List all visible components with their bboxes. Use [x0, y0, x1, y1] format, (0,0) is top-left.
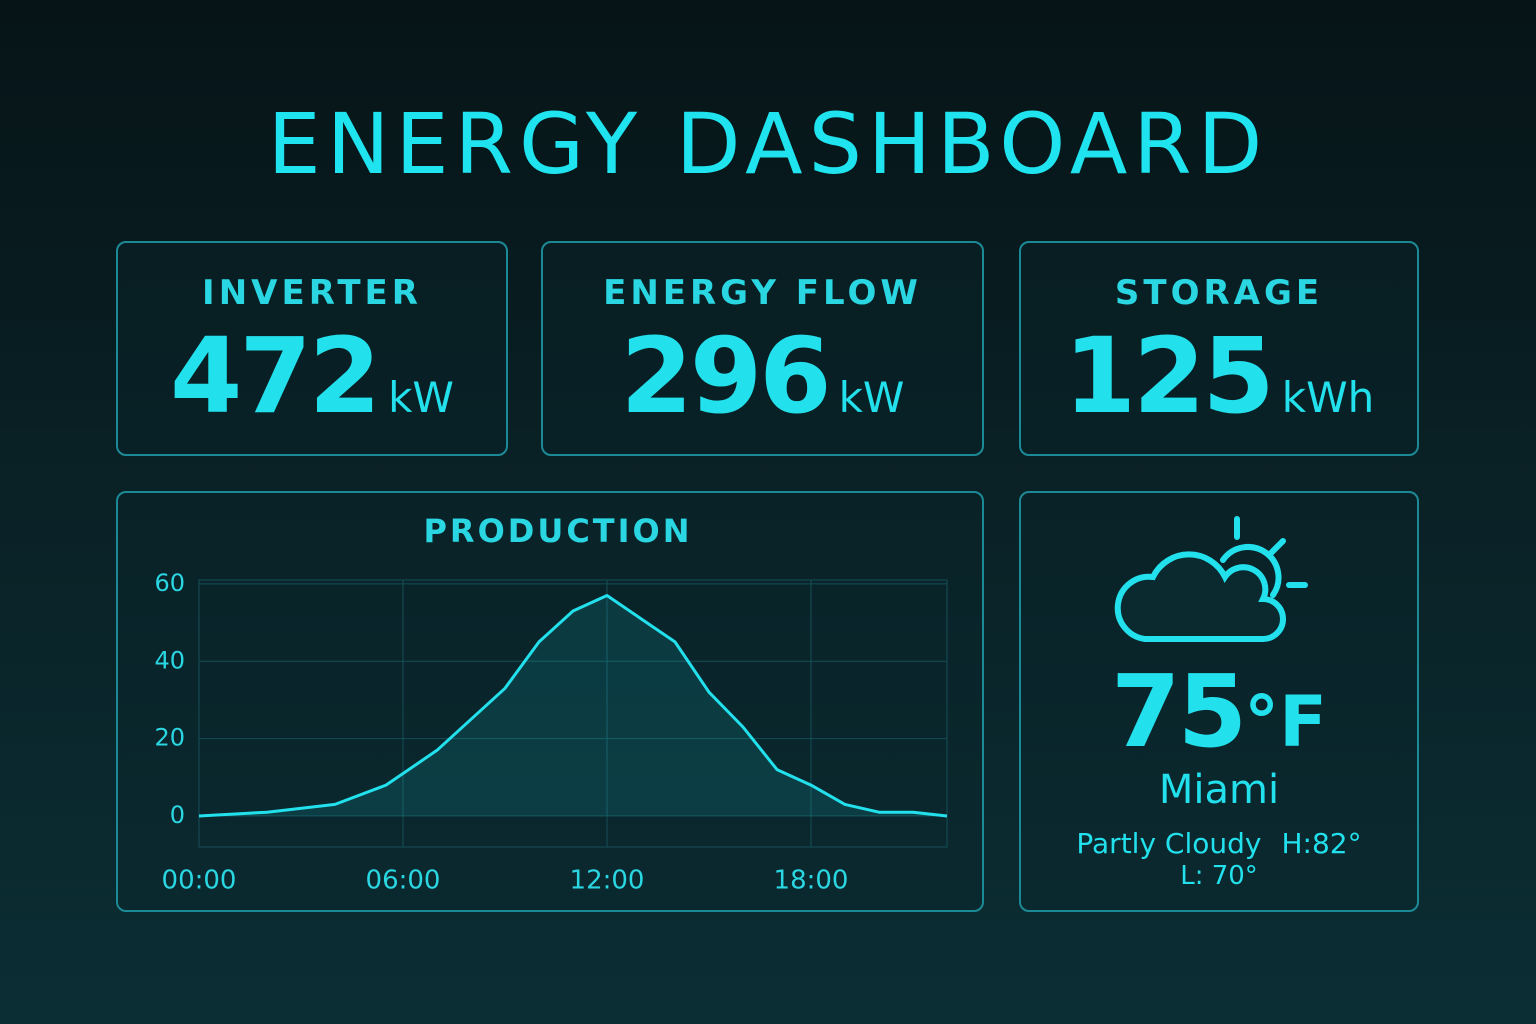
dashboard-title: ENERGY DASHBOARD	[267, 95, 1269, 193]
temperature-value: 75	[1111, 653, 1247, 770]
weather-icon	[1114, 516, 1308, 642]
card: ENERGY FLOW 296 kW	[541, 241, 984, 456]
x-tick-label: 06:00	[366, 866, 441, 896]
chart-card: PRODUCTION 0 20 40 60 00:00 06:00 12:00 18:00	[116, 491, 984, 912]
y-tick-label: 20	[154, 724, 185, 752]
value: 472	[170, 315, 381, 437]
weather-card: 75°F Miami Partly Cloudy H:82° L: 70°	[1019, 491, 1419, 912]
card: STORAGE 125 kWh	[1019, 241, 1419, 456]
card-value: 125 kWh	[1021, 315, 1417, 437]
high: H:82°	[1281, 827, 1362, 860]
x-tick-label: 18:00	[774, 866, 849, 896]
card-label: ENERGY FLOW	[603, 273, 922, 313]
x-tick-label: 00:00	[162, 866, 237, 896]
line	[198, 594, 948, 818]
card: INVERTER 472 kW	[116, 241, 508, 456]
y-tick-label: 60	[154, 569, 185, 597]
area-fill	[199, 595, 947, 817]
condition: Partly Cloudy	[1076, 827, 1262, 860]
unit: kW	[388, 373, 454, 422]
value: 125	[1063, 315, 1275, 437]
card-label: STORAGE	[1114, 273, 1324, 313]
low: L: 70°	[1180, 861, 1258, 891]
unit: kW	[838, 373, 905, 422]
card-value: 296 kW	[543, 315, 982, 437]
chart-title: PRODUCTION	[423, 512, 692, 550]
x-tick-label: 12:00	[570, 866, 645, 896]
card-label: INVERTER	[202, 273, 422, 313]
y-tick-label: 40	[154, 646, 185, 674]
unit: kWh	[1281, 373, 1375, 422]
city: Miami	[1158, 767, 1280, 813]
conditions: Partly Cloudy H:82°	[1021, 827, 1417, 860]
chart: PRODUCTION 0 20 40 60 00:00 06:00 12:00 18:00	[154, 512, 948, 896]
temperature: 75°F	[1021, 653, 1417, 770]
y-tick-label: 0	[170, 801, 185, 829]
temperature-unit: °F	[1244, 681, 1327, 763]
card-value: 472 kW	[118, 315, 506, 437]
value: 296	[620, 315, 832, 437]
